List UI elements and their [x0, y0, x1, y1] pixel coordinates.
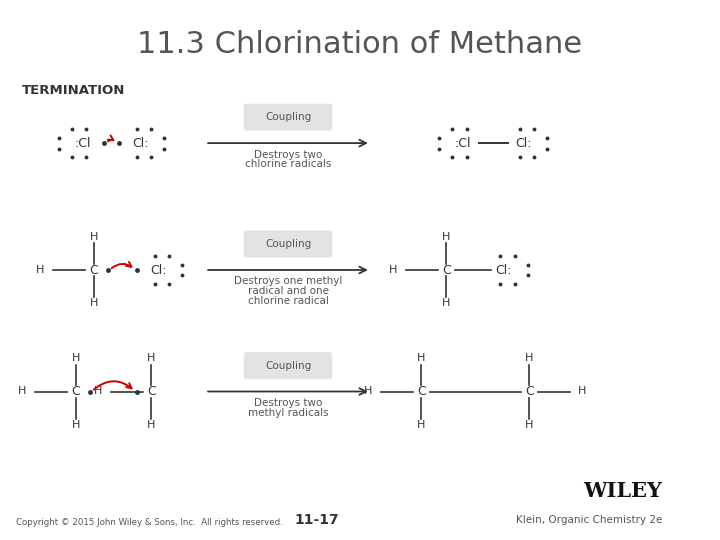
Text: C: C: [417, 385, 426, 398]
Text: Destroys two: Destroys two: [254, 150, 322, 160]
FancyBboxPatch shape: [243, 104, 333, 131]
Text: Destroys two: Destroys two: [254, 398, 322, 408]
Text: C: C: [525, 385, 534, 398]
Text: Destroys one methyl: Destroys one methyl: [234, 276, 342, 287]
Text: H: H: [89, 232, 98, 241]
Text: Cl:: Cl:: [516, 137, 531, 150]
Text: chlorine radicals: chlorine radicals: [245, 159, 331, 170]
FancyBboxPatch shape: [243, 231, 333, 258]
Text: Klein, Organic Chemistry 2e: Klein, Organic Chemistry 2e: [516, 515, 662, 525]
Text: H: H: [525, 353, 534, 363]
Text: H: H: [147, 353, 156, 363]
Text: Cl:: Cl:: [132, 137, 148, 150]
Text: radical and one: radical and one: [248, 286, 328, 296]
Text: H: H: [364, 387, 372, 396]
Text: :Cl: :Cl: [455, 137, 471, 150]
Text: methyl radicals: methyl radicals: [248, 408, 328, 418]
Text: H: H: [94, 387, 102, 396]
FancyBboxPatch shape: [243, 352, 333, 379]
Text: H: H: [18, 387, 27, 396]
FancyArrowPatch shape: [112, 262, 132, 268]
Text: Coupling: Coupling: [265, 112, 311, 122]
Text: 11-17: 11-17: [294, 513, 339, 527]
Text: H: H: [417, 420, 426, 430]
Text: H: H: [525, 420, 534, 430]
Text: H: H: [89, 299, 98, 308]
Text: H: H: [442, 232, 451, 241]
Text: C: C: [442, 264, 451, 276]
Text: C: C: [89, 264, 98, 276]
Text: H: H: [389, 265, 397, 275]
Text: :Cl: :Cl: [75, 137, 91, 150]
Text: Coupling: Coupling: [265, 361, 311, 370]
Text: chlorine radical: chlorine radical: [248, 296, 328, 306]
Text: C: C: [71, 385, 80, 398]
Text: Coupling: Coupling: [265, 239, 311, 249]
Text: Cl:: Cl:: [496, 264, 512, 276]
Text: H: H: [71, 353, 80, 363]
Text: C: C: [147, 385, 156, 398]
Text: Copyright © 2015 John Wiley & Sons, Inc.  All rights reserved.: Copyright © 2015 John Wiley & Sons, Inc.…: [16, 518, 282, 527]
Text: 11.3 Chlorination of Methane: 11.3 Chlorination of Methane: [138, 30, 582, 59]
Text: H: H: [578, 387, 587, 396]
Text: H: H: [442, 299, 451, 308]
Text: H: H: [147, 420, 156, 430]
Text: Cl:: Cl:: [150, 264, 166, 276]
FancyArrowPatch shape: [94, 381, 132, 390]
FancyArrowPatch shape: [108, 136, 113, 141]
Text: H: H: [417, 353, 426, 363]
Text: WILEY: WILEY: [583, 481, 662, 501]
Text: H: H: [36, 265, 45, 275]
Text: TERMINATION: TERMINATION: [22, 84, 125, 97]
Text: H: H: [71, 420, 80, 430]
